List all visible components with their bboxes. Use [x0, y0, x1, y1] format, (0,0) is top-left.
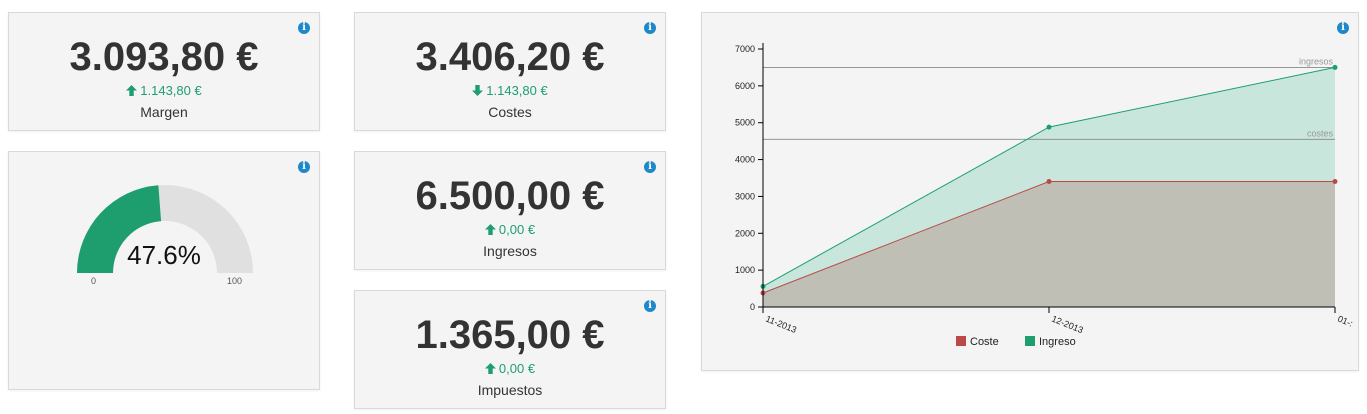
- ingreso-point: [1046, 124, 1052, 130]
- impuestos-label: Impuestos: [477, 382, 543, 398]
- coste-area: [763, 181, 1335, 307]
- gauge-fill: [77, 185, 162, 273]
- ingresos-label: Ingresos: [483, 243, 537, 259]
- costes-value: 3.406,20 €: [415, 35, 605, 79]
- y-tick-label: 7000: [735, 44, 755, 54]
- y-tick-label: 6000: [735, 81, 755, 91]
- y-tick-label: 3000: [735, 191, 755, 201]
- y-tick-label: 1000: [735, 265, 755, 275]
- reference-line-label: costes: [1307, 128, 1334, 138]
- gauge-value: 47.6%: [127, 240, 201, 270]
- ingreso-point: [1332, 64, 1338, 70]
- ingresos-card: i 6.500,00 € 0,00 € Ingresos: [354, 151, 666, 270]
- chart-card: i ingresos costes 0 1000 2000 3000 4000 5000 600…: [701, 12, 1359, 371]
- legend-swatch-ingreso: [1025, 336, 1035, 346]
- arrow-up-icon: [484, 363, 496, 374]
- margen-delta: 1.143,80 €: [9, 83, 319, 99]
- margen-value: 3.093,80 €: [69, 35, 259, 79]
- coste-ingreso-chart: ingresos costes 0 1000 2000 3000 4000 5000 6000 7…: [735, 43, 1354, 348]
- ingresos-value: 6.500,00 €: [415, 174, 605, 218]
- coste-point: [1046, 178, 1052, 184]
- costes-delta-text: 1.143,80 €: [486, 83, 548, 98]
- arrow-up-icon: [126, 85, 138, 96]
- coste-point: [1332, 178, 1338, 184]
- ingresos-delta-text: 0,00 €: [498, 222, 536, 237]
- gauge-min-label: 0: [91, 276, 97, 286]
- info-icon[interactable]: i: [644, 300, 656, 312]
- x-tick-label: 12-2013: [1050, 314, 1084, 336]
- margen-delta-text: 1.143,80 €: [140, 83, 202, 98]
- margen-card: i 3.093,80 € 1.143,80 € Margen: [8, 12, 320, 131]
- y-tick-label: 4000: [735, 155, 755, 165]
- info-icon[interactable]: i: [298, 22, 310, 34]
- legend-label-ingreso: Ingreso: [1039, 336, 1076, 348]
- info-icon[interactable]: i: [644, 22, 656, 34]
- gauge-max-label: 100: [227, 276, 243, 286]
- x-tick-label: 11-2013: [764, 314, 798, 335]
- impuestos-delta: 0,00 €: [355, 361, 665, 377]
- impuestos-card: i 1.365,00 € 0,00 € Impuestos: [354, 290, 666, 409]
- arrow-up-icon: [484, 224, 496, 235]
- gauge-card: i 47.6% 0 100: [8, 151, 320, 390]
- legend-swatch-coste: [956, 336, 966, 346]
- margen-label: Margen: [140, 104, 188, 120]
- y-tick-label: 2000: [735, 228, 755, 238]
- info-icon[interactable]: i: [644, 161, 656, 173]
- legend-label-coste: Coste: [970, 336, 999, 348]
- costes-delta: 1.143,80 €: [355, 83, 665, 99]
- reference-line-label: ingresos: [1299, 56, 1334, 66]
- info-icon[interactable]: i: [298, 161, 310, 173]
- y-tick-label: 0: [750, 302, 755, 312]
- arrow-down-icon: [472, 85, 484, 96]
- impuestos-value: 1.365,00 €: [415, 313, 605, 357]
- y-tick-label: 5000: [735, 118, 755, 128]
- costes-label: Costes: [488, 104, 532, 120]
- info-icon[interactable]: i: [1337, 22, 1349, 34]
- ingresos-delta: 0,00 €: [355, 222, 665, 238]
- costes-card: i 3.406,20 € 1.143,80 € Costes: [354, 12, 666, 131]
- margin-gauge: [77, 185, 253, 273]
- x-tick-label: 01-:: [1336, 314, 1354, 329]
- impuestos-delta-text: 0,00 €: [498, 361, 536, 376]
